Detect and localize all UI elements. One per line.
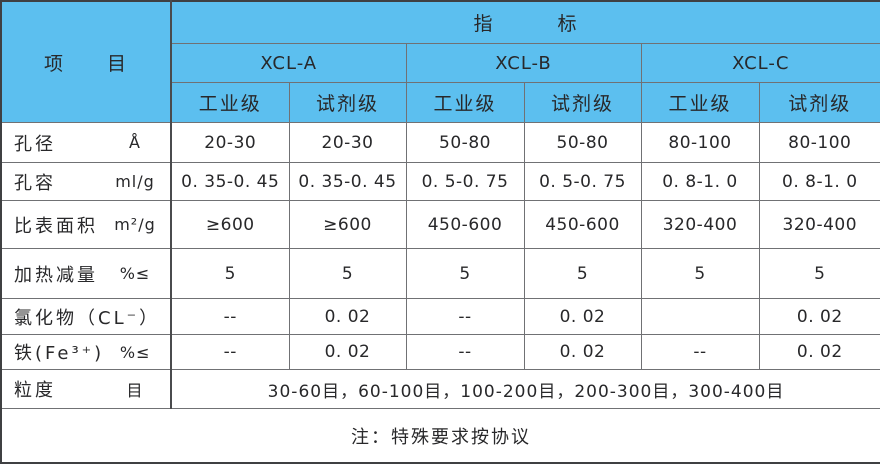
row-unit: 目 <box>126 381 144 401</box>
product-header-xcl-a: XCL-A <box>170 43 407 84</box>
row-unit: %≤ <box>119 264 151 284</box>
row-name: 孔径 <box>14 133 56 155</box>
value-cell: 20-30 <box>170 122 290 164</box>
value-cell: 50-80 <box>523 122 642 164</box>
grade-header-industrial-b: 工业级 <box>405 82 525 124</box>
row-label-specific-surface-area: 比表面积 m²/g <box>0 200 172 249</box>
value-cell: -- <box>640 334 760 371</box>
particle-size-range-cell: 30-60目，60-100目，100-200目，200-300目，300-400… <box>170 369 880 410</box>
value-cell: -- <box>170 298 290 336</box>
item-header-cell: 项 目 <box>0 0 172 124</box>
value-cell: ≥600 <box>288 200 407 249</box>
value-cell: 20-30 <box>288 122 407 164</box>
row-name: 粒度 <box>14 380 56 402</box>
value-cell: 5 <box>170 247 290 300</box>
row-pore-volume: 孔容 ml/g 0. 35-0. 45 0. 35-0. 45 0. 5-0. … <box>0 162 880 202</box>
row-unit: m²/g <box>114 215 156 235</box>
value-cell: 0. 02 <box>523 298 642 336</box>
value-cell: ≥600 <box>170 200 290 249</box>
value-cell: -- <box>170 334 290 371</box>
value-cell: 80-100 <box>640 122 760 164</box>
row-name: 加热减量 <box>14 264 98 286</box>
row-pore-diameter: 孔径 Å 20-30 20-30 50-80 50-80 80-100 80-1… <box>0 122 880 164</box>
grade-header-reagent-a: 试剂级 <box>288 82 407 124</box>
item-header-label: 项 目 <box>43 52 128 75</box>
row-specific-surface-area: 比表面积 m²/g ≥600 ≥600 450-600 450-600 320-… <box>0 200 880 249</box>
header-row-grades: 工业级 试剂级 工业级 试剂级 工业级 试剂级 <box>1 82 880 124</box>
value-cell: 80-100 <box>758 122 880 164</box>
row-chloride: 氯化物（CL⁻） -- 0. 02 -- 0. 02 0. 02 <box>0 298 880 336</box>
row-unit: Å <box>129 133 141 153</box>
value-cell <box>640 298 760 336</box>
row-label-iron: 铁(Fe³⁺) %≤ <box>0 334 172 371</box>
row-name: 氯化物（CL⁻） <box>14 307 161 329</box>
grade-header-industrial-c: 工业级 <box>640 82 760 124</box>
indicator-header-cell: 指 标 <box>170 0 880 45</box>
grade-header-reagent-b: 试剂级 <box>523 82 642 124</box>
value-cell: -- <box>405 334 525 371</box>
row-iron: 铁(Fe³⁺) %≤ -- 0. 02 -- 0. 02 -- 0. 02 <box>0 334 880 371</box>
value-cell: 0. 02 <box>288 298 407 336</box>
value-cell: 320-400 <box>640 200 760 249</box>
value-cell: 0. 35-0. 45 <box>170 162 290 202</box>
row-unit: %≤ <box>119 342 151 362</box>
row-label-heating-loss: 加热减量 %≤ <box>0 247 172 300</box>
value-cell: 0. 02 <box>758 334 880 371</box>
value-cell: 0. 02 <box>523 334 642 371</box>
value-cell: 450-600 <box>405 200 525 249</box>
value-cell: -- <box>405 298 525 336</box>
grade-header-reagent-c: 试剂级 <box>758 82 880 124</box>
row-label-particle-size: 粒度 目 <box>0 369 172 410</box>
row-label-chloride: 氯化物（CL⁻） <box>0 298 172 336</box>
row-unit: ml/g <box>115 172 155 192</box>
row-label-pore-diameter: 孔径 Å <box>0 122 172 164</box>
note-cell: 注：特殊要求按协议 <box>0 408 880 464</box>
header-row-products: XCL-A XCL-B XCL-C <box>1 43 880 84</box>
value-cell: 0. 02 <box>288 334 407 371</box>
row-name: 铁(Fe³⁺) <box>14 343 105 365</box>
value-cell: 0. 8-1. 0 <box>758 162 880 202</box>
row-name: 比表面积 <box>14 215 98 237</box>
indicator-header-label: 指 标 <box>473 13 579 36</box>
product-header-xcl-c: XCL-C <box>640 43 880 84</box>
row-heating-loss: 加热减量 %≤ 5 5 5 5 5 5 <box>0 247 880 300</box>
value-cell: 5 <box>288 247 407 300</box>
value-cell: 0. 5-0. 75 <box>523 162 642 202</box>
grade-header-industrial-a: 工业级 <box>170 82 290 124</box>
value-cell: 320-400 <box>758 200 880 249</box>
header-row-indicator: 项 目 指 标 <box>0 0 880 124</box>
value-cell: 0. 35-0. 45 <box>288 162 407 202</box>
product-header-xcl-b: XCL-B <box>405 43 642 84</box>
value-cell: 0. 8-1. 0 <box>640 162 760 202</box>
row-particle-size: 粒度 目 30-60目，60-100目，100-200目，200-300目，30… <box>0 369 880 410</box>
value-cell: 5 <box>405 247 525 300</box>
value-cell: 5 <box>523 247 642 300</box>
value-cell: 5 <box>758 247 880 300</box>
value-cell: 450-600 <box>523 200 642 249</box>
value-cell: 0. 5-0. 75 <box>405 162 525 202</box>
value-cell: 50-80 <box>405 122 525 164</box>
value-cell: 5 <box>640 247 760 300</box>
row-name: 孔容 <box>14 172 56 194</box>
row-label-pore-volume: 孔容 ml/g <box>0 162 172 202</box>
value-cell: 0. 02 <box>758 298 880 336</box>
note-row: 注：特殊要求按协议 <box>0 408 880 464</box>
